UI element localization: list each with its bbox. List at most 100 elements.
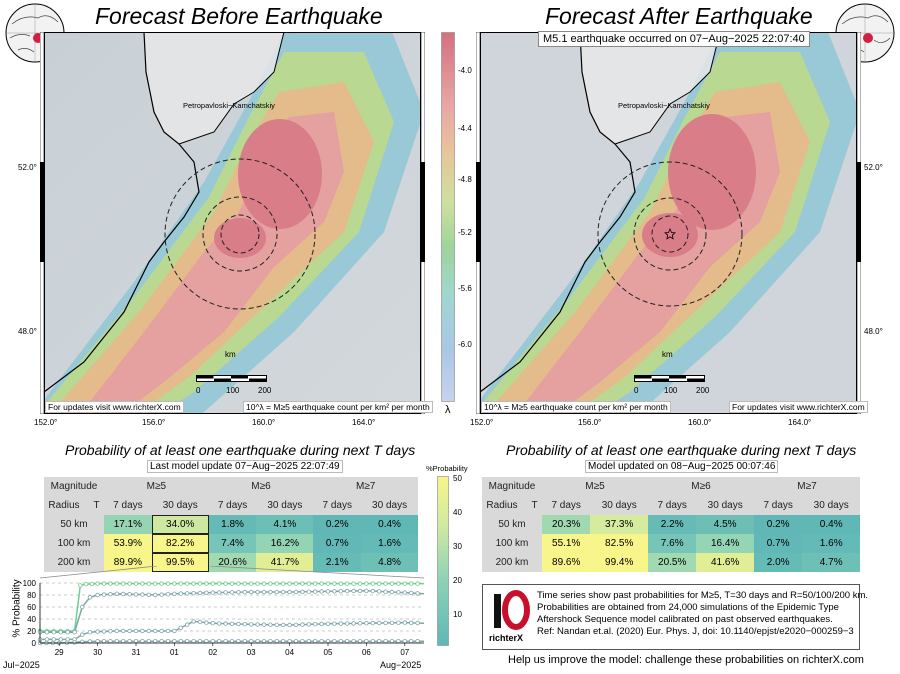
ts-point [178, 581, 183, 586]
footer-link[interactable]: Help us improve the model: challenge the… [508, 654, 864, 666]
period-header: 30 days [151, 496, 209, 515]
mag-header-6: M≥6 [647, 477, 754, 496]
ts-point [357, 621, 363, 626]
right-lon-tick-152: 152.0° [470, 418, 494, 427]
radius-cell: 100 km [482, 534, 542, 553]
ts-point [415, 581, 420, 586]
ts-point [197, 581, 203, 586]
ts-point [306, 638, 311, 644]
radius-t-header: Radius T [482, 496, 542, 515]
right-probability-table: Magnitude M≥5 M≥6 M≥7 Radius T 7 days 30… [482, 477, 860, 572]
radius-cell: 100 km [44, 534, 104, 553]
ts-point [377, 638, 382, 644]
radius-cell: 200 km [482, 553, 542, 572]
ts-x-end-label: Aug−2025 [380, 660, 422, 670]
ts-y-tick: 20 [27, 627, 36, 636]
ts-point [184, 638, 190, 644]
ts-point [152, 628, 158, 634]
ts-point [236, 590, 241, 595]
ts-point [95, 629, 100, 634]
right-lat-tick-52: 52.0° [864, 163, 883, 172]
probability-time-series-chart: 0 20 40 60 80 100 29 30 31 01 02 03 04 05 06 07 [23, 566, 425, 657]
ts-point [242, 622, 247, 627]
left-scale-bar [196, 375, 267, 382]
ts-point [383, 589, 388, 594]
ts-point [248, 589, 254, 595]
ts-point [351, 621, 356, 626]
right-lon-tick-160: 160.0° [688, 418, 712, 427]
ts-point [216, 638, 222, 644]
ts-point [383, 581, 388, 586]
ts-point [80, 604, 85, 610]
ts-point [152, 581, 158, 586]
ts-point [159, 638, 164, 644]
ts-point [409, 590, 414, 596]
prob-bar-tick-30: 30 [453, 542, 462, 551]
ts-point [178, 638, 183, 644]
prob-cell: 20.5% [647, 553, 697, 572]
prob-bar-tick-10: 10 [453, 610, 462, 619]
right-forecast-map [480, 32, 857, 414]
prob-cell: 55.1% [542, 534, 591, 553]
ts-point [108, 638, 113, 644]
ts-point [409, 638, 414, 644]
colorbar-tick-1: -4.0 [458, 66, 472, 75]
ts-point [396, 590, 401, 595]
richterx-logo-icon [494, 590, 530, 630]
ts-point [101, 638, 107, 644]
ts-point [370, 638, 375, 644]
ts-point [229, 590, 235, 595]
mag-header-5: M≥5 [104, 477, 209, 496]
ts-point [383, 638, 388, 644]
ts-point [101, 629, 107, 634]
ts-point [146, 638, 151, 644]
ts-point [210, 581, 215, 586]
ts-point [332, 621, 337, 626]
ts-x-tick: 03 [247, 648, 256, 657]
ts-point [165, 592, 171, 597]
info-line: Aftershock Sequence model calibrated on … [537, 614, 833, 625]
ts-point [396, 638, 401, 644]
ts-point [172, 638, 177, 644]
prob-cell: 1.8% [208, 515, 257, 534]
mag-header-7: M≥7 [753, 477, 860, 496]
ts-point [313, 622, 318, 627]
ts-point [127, 592, 132, 597]
ts-y-tick: 100 [23, 579, 37, 588]
ts-point [87, 595, 93, 600]
period-header: 7 days [542, 496, 591, 515]
left-prob-title: Probability of at least one earthquake d… [65, 442, 416, 458]
ts-point [165, 638, 171, 644]
ts-point [120, 628, 126, 634]
ts-point [101, 592, 107, 597]
table-row: 200 km 89.9% 99.5% 20.6% 41.7% 2.1% 4.8% [44, 553, 418, 572]
event-banner: M5.1 earthquake occurred on 07−Aug−2025 … [538, 31, 810, 47]
ts-point [120, 581, 126, 586]
ts-point [409, 581, 414, 586]
magnitude-header: Magnitude [482, 477, 542, 496]
prob-cell: 2.0% [753, 553, 803, 572]
ts-point [287, 581, 292, 586]
ts-point [159, 628, 164, 634]
colorbar-label: λ [445, 404, 451, 416]
left-scale-label-200: 200 [258, 386, 272, 395]
ts-point [325, 589, 331, 594]
ts-point [159, 581, 164, 586]
ts-x-tick: 06 [362, 648, 371, 657]
ts-point [210, 621, 215, 626]
ts-point [197, 638, 203, 644]
ts-point [319, 581, 324, 586]
ts-point [223, 638, 228, 644]
ts-point [338, 589, 343, 594]
period-header: 30 days [590, 496, 648, 515]
ts-point [140, 638, 145, 644]
prob-cell: 37.3% [590, 515, 648, 534]
ts-point [236, 638, 241, 644]
radius-cell: 200 km [44, 553, 104, 572]
period-header: 7 days [104, 496, 152, 515]
ts-point [133, 581, 139, 586]
ts-point [364, 621, 369, 626]
ts-point [101, 581, 107, 586]
ts-point [127, 581, 132, 586]
ts-point [197, 590, 203, 596]
